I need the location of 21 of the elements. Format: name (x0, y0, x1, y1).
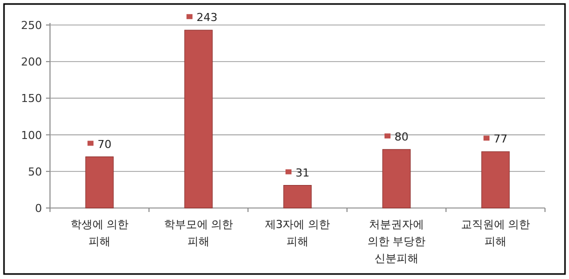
y-tick-label: 250 (21, 19, 42, 32)
bar (184, 30, 213, 208)
y-tick-label: 150 (21, 92, 42, 106)
y-tick-label: 100 (21, 128, 42, 142)
x-tick-label: 처분권자에 의한 부당한 신분피해 (367, 218, 426, 265)
data-label: 77 (494, 132, 508, 146)
data-label: 243 (196, 11, 218, 24)
x-tick-label: 학부모에 의한 피해 (164, 218, 234, 248)
x-tick-label: 제3자에 의한 피해 (264, 218, 330, 248)
x-tick-label: 교직원에 의한 피해 (460, 218, 530, 248)
bar (283, 185, 312, 208)
data-label: 31 (296, 166, 310, 180)
bar (481, 151, 510, 208)
y-tick-label: 200 (21, 56, 42, 69)
bar (382, 149, 411, 208)
data-label: 80 (394, 130, 408, 144)
y-tick-label: 0 (35, 202, 42, 215)
y-tick-label: 50 (28, 165, 42, 178)
bar (85, 156, 114, 208)
data-label: 70 (98, 138, 112, 151)
x-tick-label: 학생에 의한 피해 (70, 218, 129, 248)
